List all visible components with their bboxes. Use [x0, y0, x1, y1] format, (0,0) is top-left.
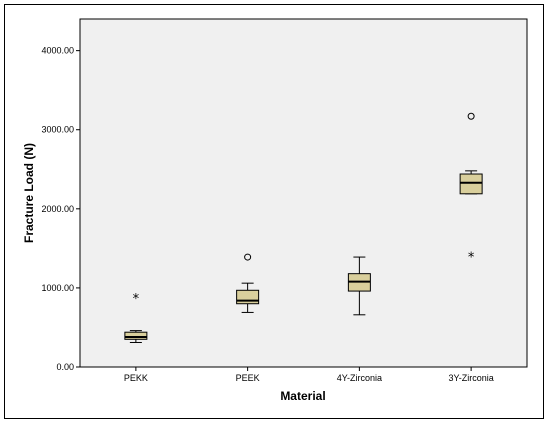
x-axis-title: Material	[280, 389, 325, 403]
box-group-peek	[236, 253, 260, 313]
y-axis: 0.00 1000.00 2000.00 3000.00 4000.00	[41, 46, 80, 372]
extreme-point: *	[133, 292, 140, 307]
x-tick-label: 4Y-Zirconia	[337, 373, 382, 383]
x-tick-label: PEEK	[236, 373, 260, 383]
y-axis-title: Fracture Load (N)	[22, 143, 36, 243]
x-tick-label: PEKK	[124, 373, 148, 383]
plot-area	[79, 18, 528, 368]
x-tick-label: 3Y-Zirconia	[449, 373, 494, 383]
iqr-box	[459, 173, 483, 195]
y-tick-label: 1000.00	[41, 283, 74, 293]
iqr-box	[124, 331, 148, 340]
y-tick-label: 4000.00	[41, 46, 74, 56]
box-group-3y-zirconia: *	[459, 112, 483, 265]
outlier-point	[244, 253, 252, 261]
box-group-4y-zirconia	[347, 256, 371, 316]
outlier-point	[467, 112, 475, 120]
y-tick-label: 0.00	[56, 362, 74, 372]
iqr-box	[236, 289, 260, 305]
boxes-layer: **	[124, 112, 483, 343]
y-tick-label: 3000.00	[41, 125, 74, 135]
y-tick-label: 2000.00	[41, 204, 74, 214]
extreme-point: *	[468, 250, 475, 265]
box-group-pekk: *	[124, 292, 148, 343]
x-axis: PEKK PEEK 4Y-Zirconia 3Y-Zirconia	[124, 367, 494, 383]
